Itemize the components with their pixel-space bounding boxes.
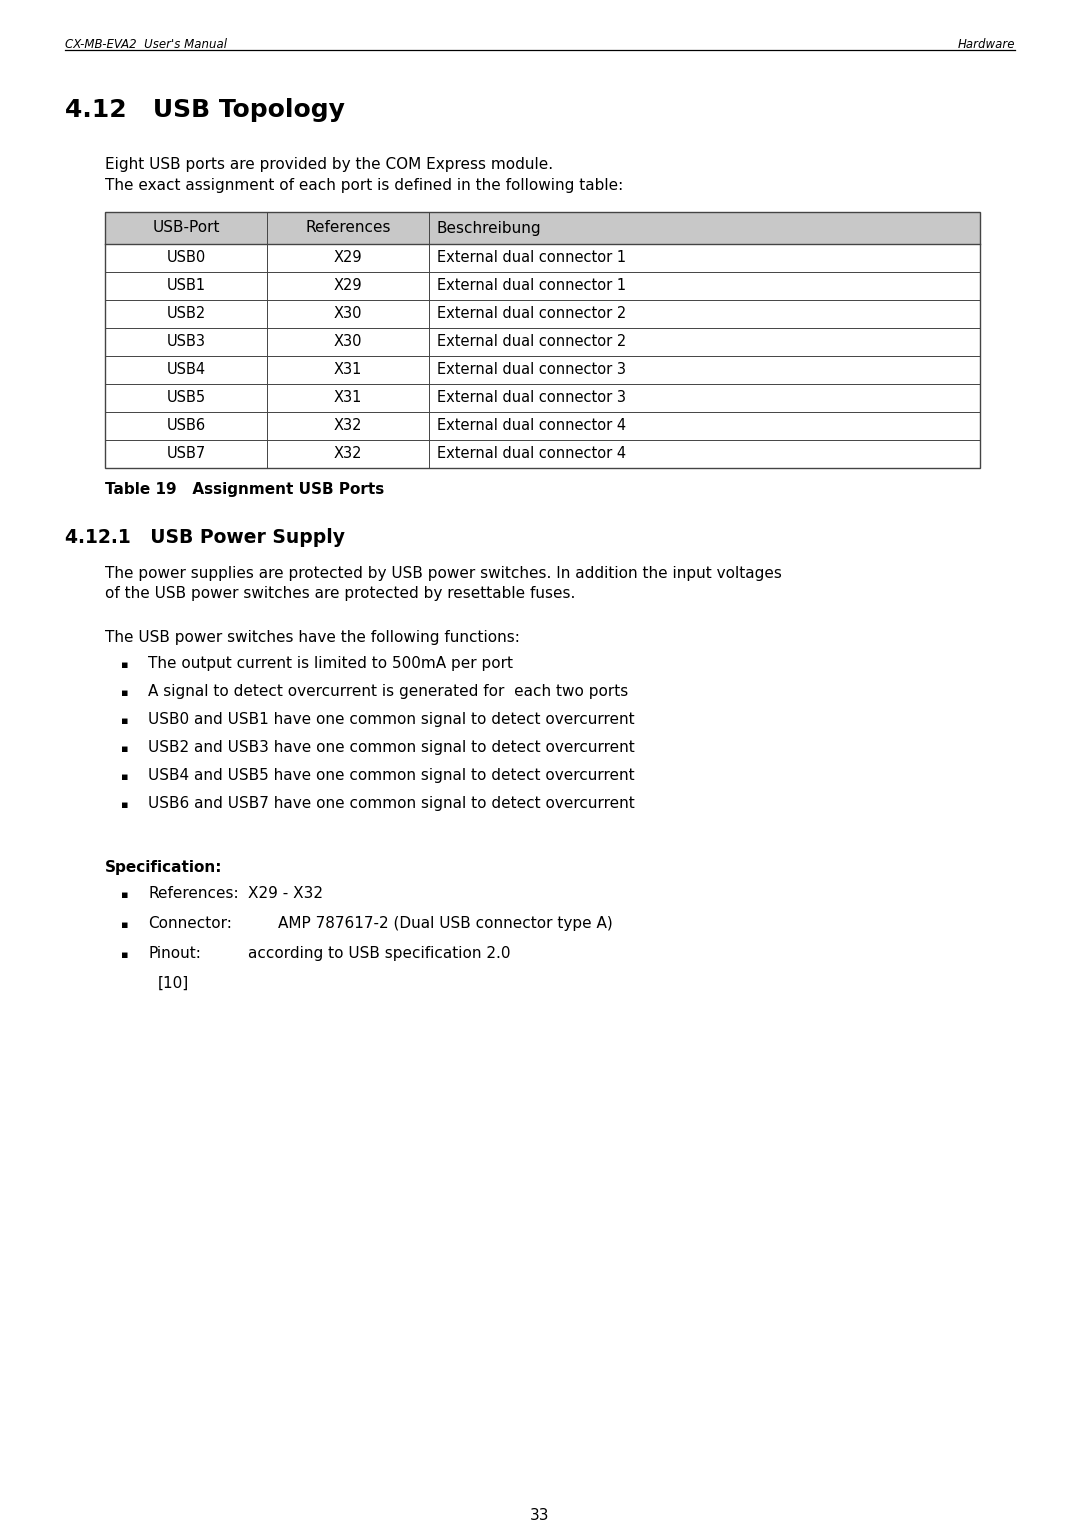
Text: according to USB specification 2.0: according to USB specification 2.0 (248, 946, 511, 961)
Text: External dual connector 1: External dual connector 1 (436, 278, 626, 293)
Text: 33: 33 (530, 1508, 550, 1523)
Text: of the USB power switches are protected by resettable fuses.: of the USB power switches are protected … (105, 587, 576, 601)
Text: References:: References: (148, 886, 239, 902)
Text: USB6 and USB7 have one common signal to detect overcurrent: USB6 and USB7 have one common signal to … (148, 796, 635, 811)
Bar (105, 212, 980, 468)
Text: Connector:: Connector: (148, 915, 232, 931)
Text: X31: X31 (334, 362, 362, 377)
Text: ▪: ▪ (121, 801, 129, 810)
Text: [10]: [10] (158, 976, 189, 992)
Text: External dual connector 2: External dual connector 2 (436, 307, 626, 321)
Text: A signal to detect overcurrent is generated for  each two ports: A signal to detect overcurrent is genera… (148, 685, 629, 698)
Text: USB5: USB5 (166, 391, 205, 405)
Text: X31: X31 (334, 391, 362, 405)
Text: ▪: ▪ (121, 688, 129, 698)
Text: X30: X30 (334, 307, 362, 321)
Text: External dual connector 4: External dual connector 4 (436, 419, 626, 434)
Text: USB4: USB4 (166, 362, 205, 377)
Text: External dual connector 3: External dual connector 3 (436, 362, 625, 377)
Text: X29 - X32: X29 - X32 (248, 886, 323, 902)
Text: ▪: ▪ (121, 772, 129, 782)
Text: USB-Port: USB-Port (152, 220, 219, 235)
Text: Beschreibung: Beschreibung (436, 220, 541, 235)
Text: CX-MB-EVA2  User's Manual: CX-MB-EVA2 User's Manual (65, 38, 227, 50)
Text: Pinout:: Pinout: (148, 946, 201, 961)
Text: 4.12   USB Topology: 4.12 USB Topology (65, 98, 345, 122)
Text: Eight USB ports are provided by the COM Express module.: Eight USB ports are provided by the COM … (105, 157, 553, 173)
Text: X29: X29 (334, 278, 362, 293)
Text: USB4 and USB5 have one common signal to detect overcurrent: USB4 and USB5 have one common signal to … (148, 769, 635, 782)
Text: External dual connector 1: External dual connector 1 (436, 251, 626, 266)
Text: External dual connector 4: External dual connector 4 (436, 446, 626, 461)
Text: Specification:: Specification: (105, 860, 222, 876)
Text: The exact assignment of each port is defined in the following table:: The exact assignment of each port is def… (105, 177, 623, 193)
Text: USB7: USB7 (166, 446, 205, 461)
Text: USB2: USB2 (166, 307, 205, 321)
Text: ▪: ▪ (121, 717, 129, 726)
Text: USB0 and USB1 have one common signal to detect overcurrent: USB0 and USB1 have one common signal to … (148, 712, 635, 727)
Text: USB3: USB3 (166, 335, 205, 350)
Text: ▪: ▪ (121, 920, 129, 931)
Text: USB1: USB1 (166, 278, 205, 293)
Text: External dual connector 2: External dual connector 2 (436, 335, 626, 350)
Bar (105, 212, 980, 244)
Text: 4.12.1   USB Power Supply: 4.12.1 USB Power Supply (65, 529, 345, 547)
Text: X32: X32 (334, 446, 362, 461)
Text: The power supplies are protected by USB power switches. In addition the input vo: The power supplies are protected by USB … (105, 565, 782, 581)
Text: Hardware: Hardware (958, 38, 1015, 50)
Text: AMP 787617-2 (Dual USB connector type A): AMP 787617-2 (Dual USB connector type A) (278, 915, 612, 931)
Text: X29: X29 (334, 251, 362, 266)
Text: The USB power switches have the following functions:: The USB power switches have the followin… (105, 630, 519, 645)
Text: Table 19   Assignment USB Ports: Table 19 Assignment USB Ports (105, 481, 384, 497)
Text: X32: X32 (334, 419, 362, 434)
Text: References: References (305, 220, 391, 235)
Text: USB6: USB6 (166, 419, 205, 434)
Text: ▪: ▪ (121, 889, 129, 900)
Text: ▪: ▪ (121, 660, 129, 669)
Text: USB0: USB0 (166, 251, 205, 266)
Text: ▪: ▪ (121, 950, 129, 960)
Text: The output current is limited to 500mA per port: The output current is limited to 500mA p… (148, 656, 513, 671)
Text: X30: X30 (334, 335, 362, 350)
Text: ▪: ▪ (121, 744, 129, 753)
Text: USB2 and USB3 have one common signal to detect overcurrent: USB2 and USB3 have one common signal to … (148, 740, 635, 755)
Text: External dual connector 3: External dual connector 3 (436, 391, 625, 405)
